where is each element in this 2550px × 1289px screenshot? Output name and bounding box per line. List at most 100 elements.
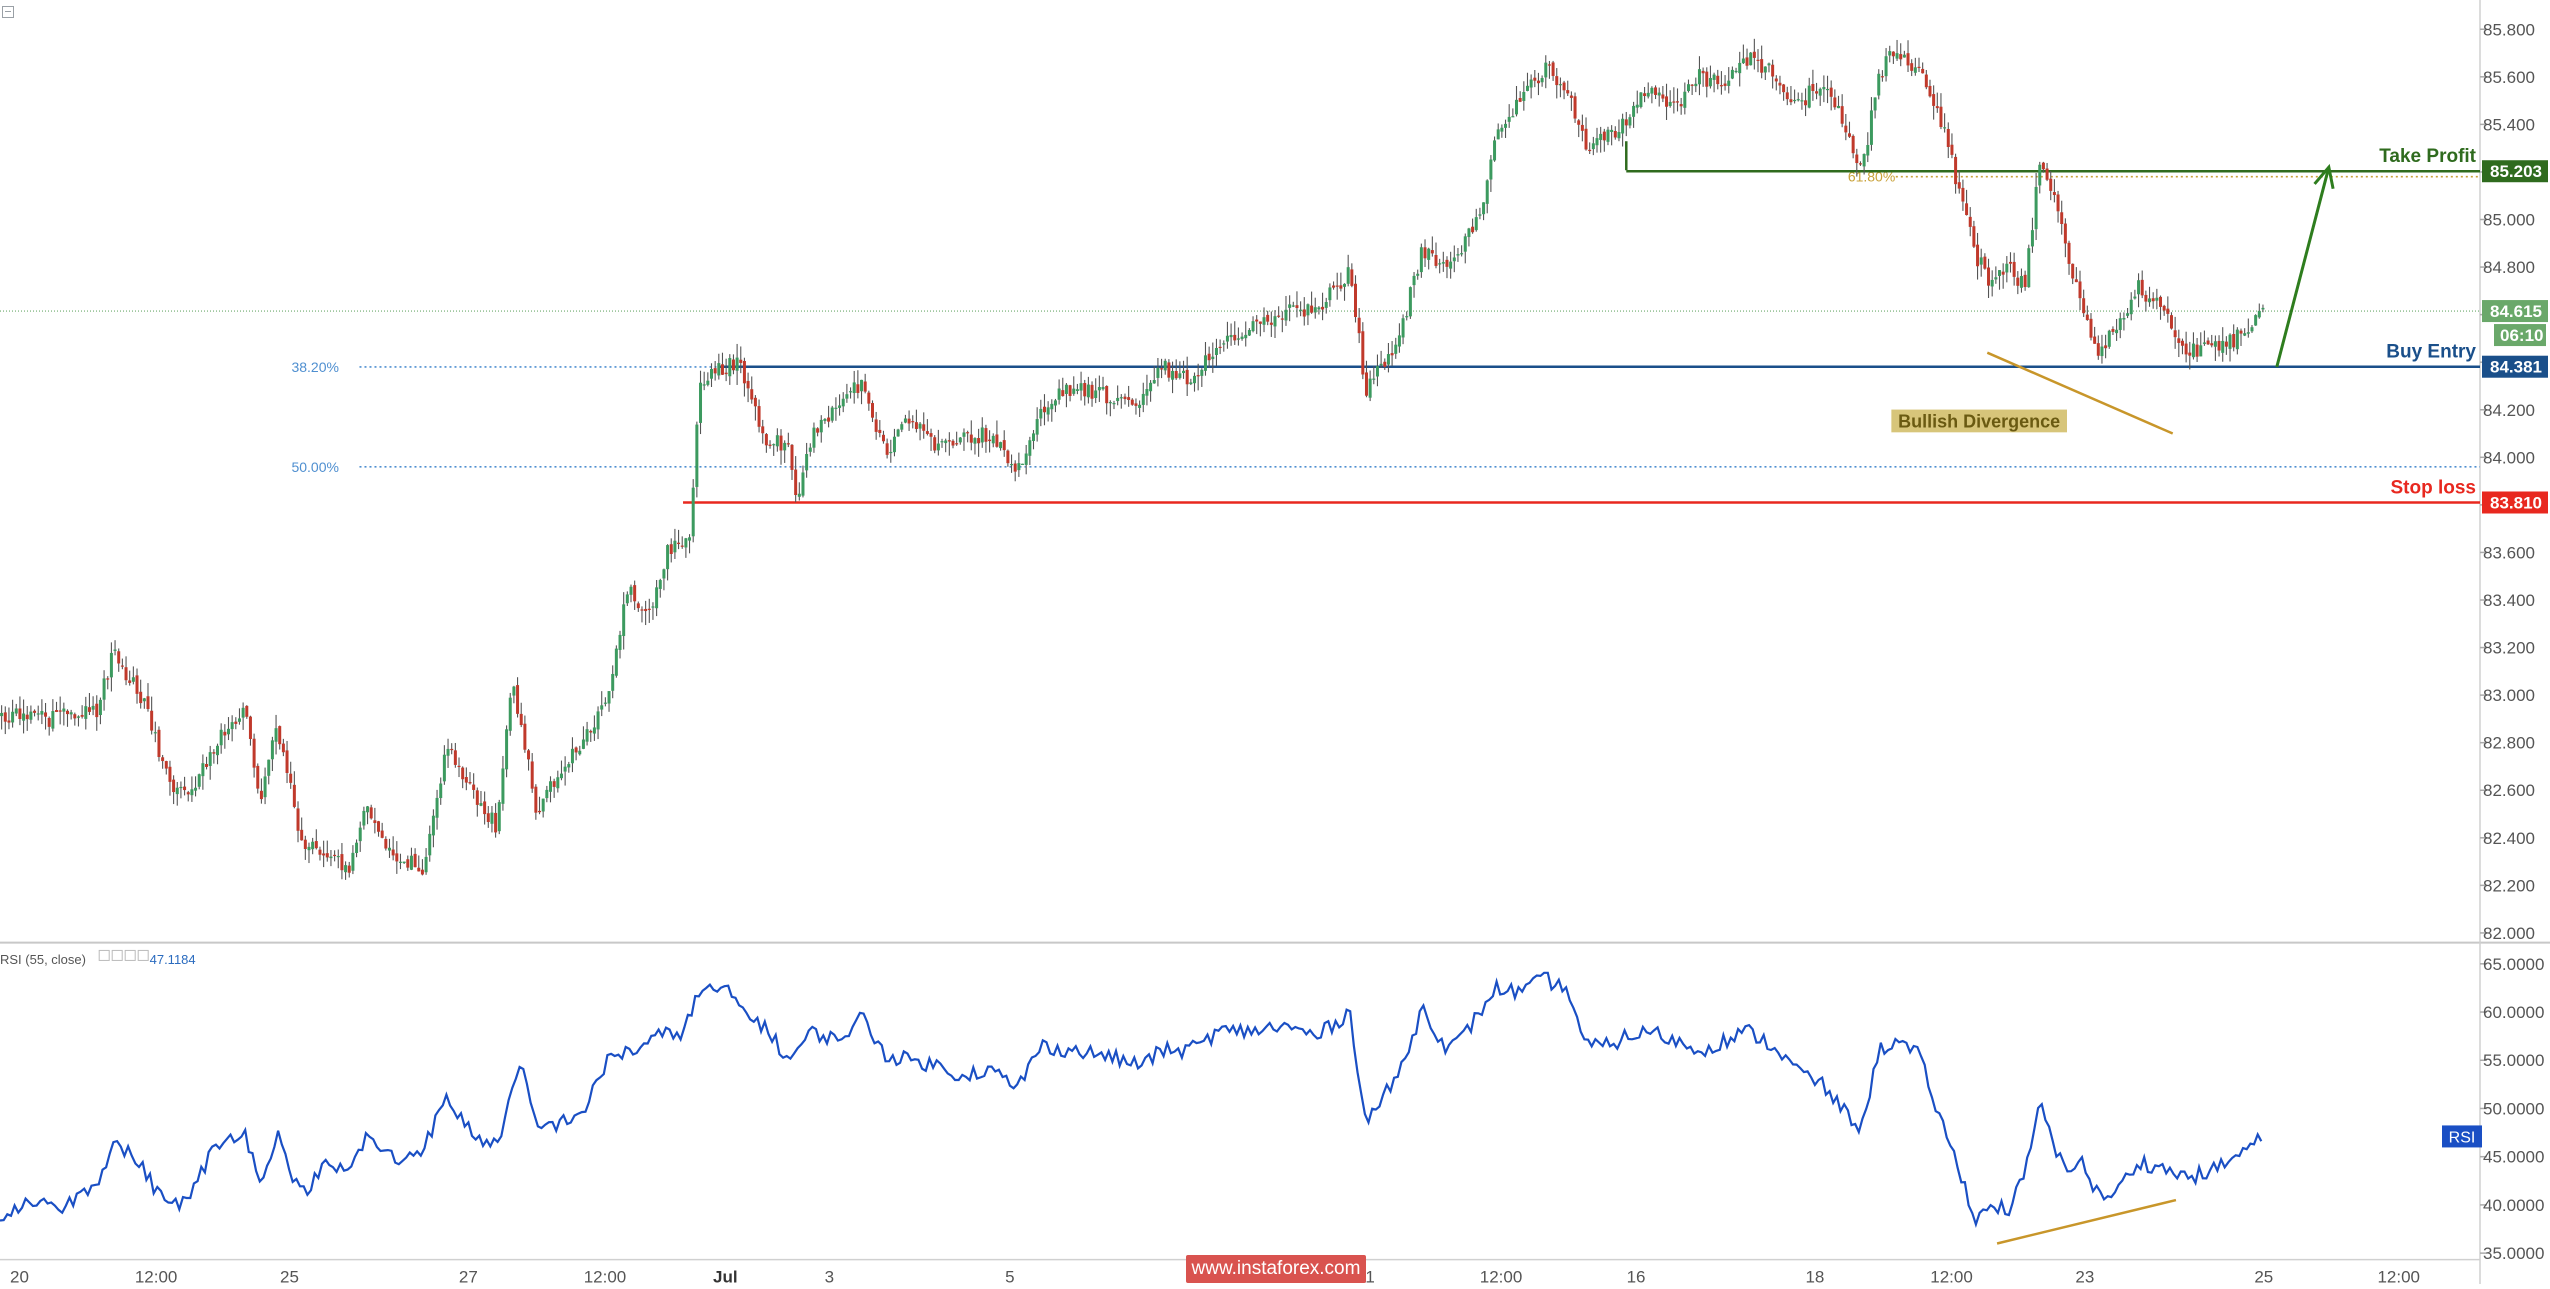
candle-body: [25, 714, 29, 720]
candle-body: [2115, 329, 2119, 334]
candle-body: [285, 750, 289, 773]
candle-body: [472, 784, 476, 790]
rsi-tick-label: 50.0000: [2483, 1099, 2544, 1118]
candle-body: [7, 720, 11, 723]
candle-body: [1525, 85, 1529, 91]
candle-body: [1313, 307, 1317, 313]
candle-body: [1869, 110, 1873, 145]
candle-body: [1935, 106, 1939, 109]
candle-body: [2129, 299, 2133, 315]
candle-body: [153, 732, 157, 734]
candle-body: [1943, 127, 1947, 129]
price-tick-label: 85.400: [2483, 115, 2535, 134]
candle-body: [1010, 464, 1014, 466]
candle-body: [1061, 390, 1065, 397]
candle-body: [1471, 226, 1475, 233]
candle-body: [808, 447, 812, 452]
candle-body: [878, 429, 882, 433]
rsi-tick-label: 35.0000: [2483, 1244, 2544, 1263]
candle-body: [223, 731, 227, 736]
candle-body: [1529, 79, 1533, 88]
candle-body: [501, 768, 505, 804]
candle-body: [1602, 131, 1606, 141]
candle-body: [281, 743, 285, 753]
candle-body: [1873, 97, 1877, 111]
candle-body: [36, 713, 40, 715]
candle-body: [402, 861, 406, 864]
candle-body: [783, 442, 787, 451]
candle-body: [2052, 192, 2056, 196]
candle-body: [1650, 87, 1654, 94]
candle-body: [556, 777, 560, 789]
candle-body: [589, 730, 593, 733]
candle-body: [453, 750, 457, 765]
candle-body: [1818, 88, 1822, 96]
candle-body: [2063, 223, 2067, 244]
candle-body: [87, 707, 91, 712]
candle-body: [84, 706, 88, 719]
candle-body: [424, 856, 428, 873]
candle-body: [903, 418, 907, 423]
watermark[interactable]: www.instaforex.com: [1186, 1255, 1366, 1283]
candle-body: [1119, 397, 1123, 399]
candle-body: [2118, 318, 2122, 330]
candle-body: [629, 586, 633, 595]
candle-body: [779, 435, 783, 451]
candle-body: [1397, 335, 1401, 347]
candle-body: [2243, 333, 2247, 336]
candle-body: [918, 423, 922, 429]
candle-body: [1086, 384, 1090, 398]
candle-body: [2126, 313, 2130, 316]
candle-body: [102, 678, 106, 700]
candle-body: [278, 726, 282, 745]
candle-body: [666, 545, 670, 570]
candle-body: [205, 763, 209, 767]
candle-body: [2023, 274, 2027, 288]
candle-body: [867, 392, 871, 404]
candle-body: [1606, 129, 1610, 142]
candle-body: [461, 767, 465, 780]
candle-body: [750, 389, 754, 400]
candle-body: [150, 710, 154, 731]
candle-body: [600, 705, 604, 710]
candle-body: [508, 697, 512, 731]
candle-body: [1266, 314, 1270, 322]
candle-body: [739, 359, 743, 363]
candle-body: [391, 849, 395, 856]
level-label: Stop loss: [2390, 477, 2476, 498]
candle-body: [1101, 387, 1105, 390]
candle-body: [1844, 125, 1848, 133]
candle-body: [1807, 85, 1811, 108]
candle-body: [216, 745, 220, 756]
candle-body: [1160, 368, 1164, 370]
candle-body: [1134, 403, 1138, 406]
candle-body: [724, 372, 728, 375]
price-tick-label: 85.600: [2483, 68, 2535, 87]
candle-body: [1343, 283, 1347, 287]
candle-body: [947, 440, 951, 442]
candle-body: [775, 435, 779, 447]
candle-body: [805, 454, 809, 471]
candle-body: [387, 847, 391, 851]
candle-body: [1782, 84, 1786, 93]
candle-body: [1035, 419, 1039, 435]
candle-body: [1244, 334, 1248, 339]
candle-body: [270, 740, 274, 760]
candle-body: [1021, 463, 1025, 465]
divergence-label-bg: [1891, 409, 2067, 433]
candle-body: [1665, 96, 1669, 107]
rsi-line: [0, 971, 2263, 1229]
candle-body: [581, 739, 585, 749]
candle-body: [925, 431, 929, 434]
collapse-pane-icon[interactable]: [2, 6, 14, 18]
candle-body: [417, 867, 421, 872]
candle-body: [1130, 399, 1134, 405]
candle-body: [303, 839, 307, 849]
candle-body: [1028, 440, 1032, 456]
candle-body: [900, 424, 904, 430]
candle-body: [1979, 257, 1983, 265]
candle-body: [490, 812, 494, 824]
candle-body: [2122, 317, 2126, 320]
candle-body: [1522, 91, 1526, 101]
